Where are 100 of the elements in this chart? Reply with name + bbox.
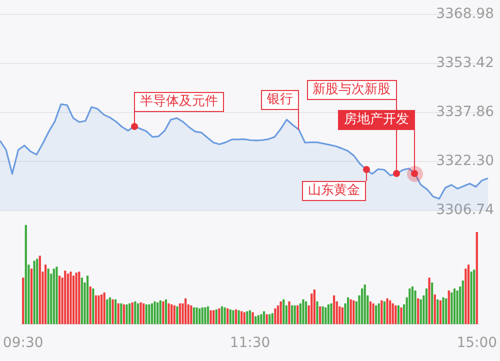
bar [346, 297, 350, 324]
bar [229, 309, 232, 324]
bar [304, 301, 308, 324]
bar [408, 288, 411, 324]
bar [103, 292, 106, 324]
bar [456, 290, 458, 324]
bar [36, 258, 38, 324]
bar [378, 303, 380, 324]
bar [417, 298, 420, 324]
bar [389, 300, 392, 324]
bar [52, 268, 55, 324]
bar [78, 272, 80, 324]
bar [178, 303, 182, 324]
bar [128, 303, 131, 324]
annotation: 房地产开发 [338, 110, 415, 130]
bar [126, 304, 128, 324]
bar [394, 305, 397, 324]
bar [288, 301, 290, 324]
bar [234, 309, 238, 324]
bar [238, 310, 240, 324]
bar [24, 225, 27, 324]
bar [44, 264, 47, 324]
bar [164, 299, 168, 324]
bar [47, 268, 50, 324]
bar [318, 306, 322, 324]
bar [198, 308, 201, 324]
bar [243, 312, 246, 324]
bar [75, 272, 78, 324]
bar [375, 305, 378, 324]
bar [397, 305, 400, 324]
bar [462, 280, 464, 324]
bar [94, 295, 97, 324]
bar [134, 301, 136, 324]
bar [112, 299, 114, 324]
bar [122, 304, 125, 324]
bar [450, 292, 453, 324]
bar [445, 298, 448, 324]
bar [428, 278, 430, 324]
bar [136, 303, 140, 324]
bar [467, 264, 470, 324]
bar [464, 268, 467, 324]
bar [131, 302, 134, 324]
bar [80, 278, 83, 324]
annotation: 半导体及元件 [134, 92, 224, 112]
bar [299, 303, 302, 324]
bar [201, 307, 204, 324]
y-tick-label: 3368.98 [436, 6, 494, 22]
annotation: 新股与次新股 [306, 80, 396, 100]
bar [448, 290, 450, 324]
bar [411, 286, 414, 324]
bar [330, 303, 332, 324]
bar [210, 310, 212, 324]
bar [212, 310, 215, 324]
bar [324, 307, 327, 324]
bar [56, 266, 58, 324]
bar [383, 301, 386, 324]
bar [240, 311, 243, 324]
bar [86, 276, 89, 324]
bar [470, 272, 472, 324]
annotation: 银行 [260, 90, 299, 110]
bar [220, 306, 224, 324]
bar [170, 304, 173, 324]
bar [204, 307, 206, 324]
bar [98, 295, 100, 324]
bar [350, 299, 352, 324]
bar [425, 288, 428, 324]
bar [341, 307, 344, 324]
bar [327, 304, 330, 324]
bar [72, 276, 75, 324]
bar [360, 288, 364, 324]
bar [58, 276, 61, 324]
bar [224, 307, 226, 324]
bar [400, 307, 402, 324]
bar [176, 306, 178, 324]
bar [33, 260, 36, 324]
bar [117, 303, 120, 324]
bar [38, 256, 41, 324]
bar [30, 268, 33, 324]
bar [313, 289, 316, 324]
bar [380, 300, 383, 324]
bar [89, 286, 92, 324]
bar [140, 302, 142, 324]
bar [280, 301, 282, 324]
bar [369, 301, 372, 324]
bar [168, 303, 170, 324]
annotation: 山东黄金 [302, 181, 366, 202]
bar [453, 288, 456, 324]
bar [290, 305, 294, 324]
bar [215, 309, 218, 324]
bar [70, 272, 72, 324]
bar [260, 314, 262, 324]
bar [218, 308, 220, 324]
bar [442, 297, 444, 324]
bar [106, 299, 108, 324]
bar [386, 298, 388, 324]
bar [431, 282, 434, 324]
bar [254, 316, 257, 324]
bar [414, 290, 416, 324]
bar [274, 308, 276, 324]
bar [92, 288, 94, 324]
